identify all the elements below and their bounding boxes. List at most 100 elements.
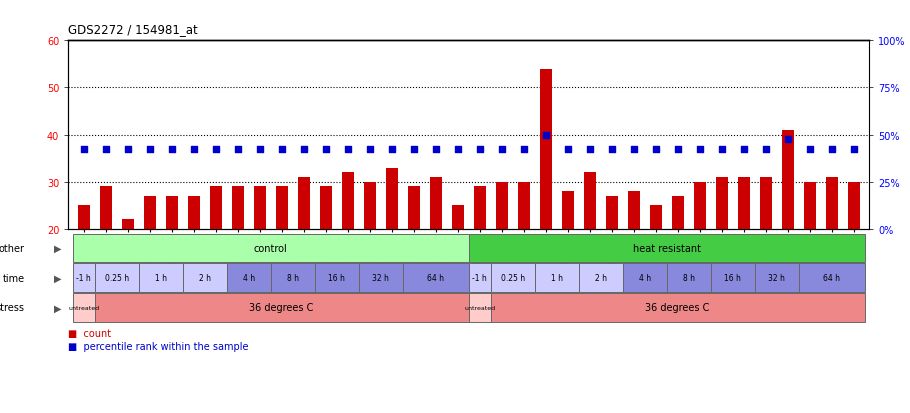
Point (494, 146, 509, 153)
Text: 64 h: 64 h (824, 273, 840, 282)
Point (407, 146, 421, 153)
Point (384, 146, 399, 153)
Text: heat resistant: heat resistant (632, 243, 701, 253)
Point (275, 146, 289, 153)
Bar (605, 196, 618, 323)
Bar (408, 187, 420, 323)
Point (626, 146, 641, 153)
Text: 32 h: 32 h (768, 273, 785, 282)
Bar (804, 182, 815, 323)
Bar (760, 178, 772, 323)
Bar (95, 263, 138, 292)
Point (362, 146, 377, 153)
Text: control: control (254, 243, 288, 253)
Point (429, 146, 443, 153)
Point (340, 146, 355, 153)
Point (252, 146, 267, 153)
Bar (847, 182, 860, 323)
Bar (319, 187, 332, 323)
Point (450, 146, 465, 153)
Text: -1 h: -1 h (76, 273, 91, 282)
Text: 16 h: 16 h (329, 273, 345, 282)
Bar (315, 263, 359, 292)
Point (187, 146, 201, 153)
Point (297, 146, 311, 153)
Bar (138, 263, 183, 292)
Text: 1 h: 1 h (551, 273, 562, 282)
Point (539, 132, 553, 138)
Point (846, 146, 861, 153)
Point (120, 146, 135, 153)
Point (165, 146, 179, 153)
Bar (73, 234, 469, 263)
Text: untreated: untreated (464, 305, 495, 310)
Bar (99, 187, 112, 323)
Bar (402, 263, 469, 292)
Text: ▶: ▶ (54, 303, 61, 313)
Bar (95, 293, 469, 322)
Bar (473, 187, 486, 323)
Bar (364, 182, 376, 323)
Bar (73, 293, 95, 322)
Point (318, 146, 333, 153)
Bar (144, 196, 156, 323)
Bar (518, 182, 530, 323)
Bar (715, 178, 728, 323)
Bar (187, 196, 199, 323)
Text: other: other (0, 243, 25, 253)
Text: 8 h: 8 h (682, 273, 694, 282)
Bar (254, 187, 266, 323)
Point (98, 146, 113, 153)
Text: 36 degrees C: 36 degrees C (645, 303, 710, 313)
Point (76, 146, 91, 153)
Point (230, 146, 245, 153)
Bar (583, 173, 596, 323)
Bar (622, 263, 667, 292)
Text: 16 h: 16 h (724, 273, 741, 282)
Bar (430, 178, 441, 323)
Bar (754, 263, 799, 292)
Bar (341, 173, 354, 323)
Point (671, 146, 685, 153)
Bar (469, 293, 490, 322)
Bar (227, 263, 270, 292)
Point (142, 146, 157, 153)
Bar (799, 263, 864, 292)
Text: 2 h: 2 h (198, 273, 210, 282)
Text: ▶: ▶ (54, 243, 61, 253)
Bar (672, 196, 683, 323)
Bar (183, 263, 227, 292)
Point (516, 146, 531, 153)
Text: ▶: ▶ (54, 273, 61, 283)
Point (693, 146, 707, 153)
Text: 4 h: 4 h (243, 273, 255, 282)
Bar (73, 263, 95, 292)
Bar (650, 206, 662, 323)
Bar (738, 178, 750, 323)
Point (604, 146, 619, 153)
Text: GDS2272 / 154981_at: GDS2272 / 154981_at (68, 23, 198, 36)
Point (561, 146, 575, 153)
Bar (490, 263, 535, 292)
Text: 32 h: 32 h (372, 273, 389, 282)
Bar (490, 293, 864, 322)
Point (208, 146, 223, 153)
Text: 64 h: 64 h (427, 273, 444, 282)
Bar (359, 263, 402, 292)
Text: 2 h: 2 h (594, 273, 607, 282)
Bar (561, 192, 573, 323)
Point (582, 146, 597, 153)
Point (758, 146, 773, 153)
Point (648, 146, 662, 153)
Bar (782, 131, 794, 323)
Text: stress: stress (0, 303, 25, 313)
Bar (77, 206, 90, 323)
Point (824, 146, 839, 153)
Bar (270, 263, 315, 292)
Bar (232, 187, 244, 323)
Text: untreated: untreated (68, 305, 99, 310)
Bar (276, 187, 288, 323)
Bar (166, 196, 177, 323)
Bar (540, 69, 551, 323)
Text: 4 h: 4 h (639, 273, 651, 282)
